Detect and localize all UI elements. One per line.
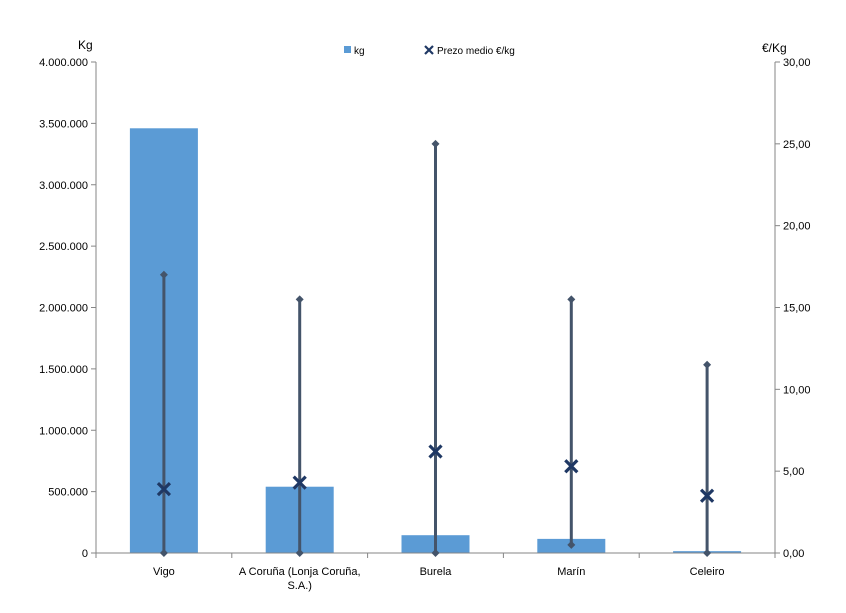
high-marker-0 [159,270,168,279]
category-label-1: A Coruña (Lonja Coruña, S.A.) [239,566,361,592]
price-marker-1 [292,475,307,490]
high-marker-1 [295,295,304,304]
left-tick-label: 500.000 [48,487,88,499]
right-tick-label: 5,00 [783,466,804,478]
legend: kg Prezo medio €/kg [344,45,515,57]
left-tick-label: 1.500.000 [39,364,88,376]
price-marker-2 [428,444,443,459]
high-marker-2 [431,139,440,148]
left-tick-label: 2.500.000 [39,241,88,253]
legend-price-label: Prezo medio €/kg [437,46,515,57]
low-marker-1 [295,549,304,557]
category-label-3: Marín [557,566,585,578]
high-marker-3 [567,295,576,304]
price-marker-stroke [564,459,579,474]
high-low-layer [159,139,712,557]
price-marker-0 [156,482,172,497]
low-marker-3 [567,540,576,549]
right-tick-label: 15,00 [783,303,811,315]
legend-kg-label: kg [354,46,365,57]
right-axis-unit-label: €/Kg [762,41,787,55]
category-label-0: Vigo [153,566,175,578]
labels-layer: 0 500.000 1.000.000 1.500.000 2.000.000 2.500… [39,57,810,592]
price-marker-stroke [699,488,715,503]
right-tick-label: 30,00 [783,57,811,69]
left-tick-label: 2.000.000 [39,303,88,315]
legend-price-marker [424,45,434,55]
right-tick-label: 0,00 [783,548,804,560]
left-tick-label: 4.000.000 [39,57,88,69]
low-marker-0 [159,549,168,557]
price-marker-stroke [292,475,307,490]
right-tick-label: 10,00 [783,384,811,396]
low-marker-2 [431,549,440,557]
price-markers-layer [156,444,715,503]
low-marker-4 [703,549,712,557]
left-tick-label: 3.000.000 [39,180,88,192]
price-marker-stroke [156,482,172,497]
left-tick-label: 3.500.000 [39,118,88,130]
price-marker-3 [564,459,579,474]
right-tick-label: 25,00 [783,139,811,151]
left-tick-label: 1.000.000 [39,425,88,437]
category-label-2: Burela [420,566,453,578]
price-marker-4 [699,488,715,503]
left-axis-unit-label: Kg [78,38,93,52]
legend-kg-swatch [344,46,351,53]
price-marker-stroke [428,444,443,459]
left-tick-label: 0 [82,548,88,560]
category-label-4: Celeiro [690,566,725,578]
right-tick-label: 20,00 [783,221,811,233]
high-marker-4 [703,360,712,369]
